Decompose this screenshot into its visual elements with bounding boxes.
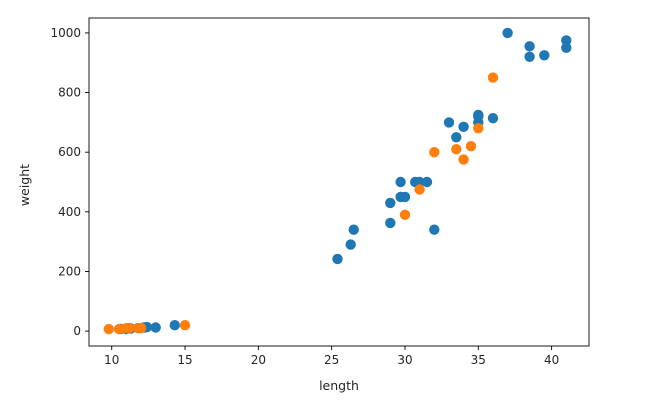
plot-frame — [88, 17, 590, 347]
data-point — [169, 320, 180, 331]
data-point — [332, 253, 343, 265]
x-tick-label: 10 — [104, 353, 119, 367]
data-point — [399, 209, 411, 220]
y-tick-label: 400 — [58, 205, 81, 219]
series-1 — [103, 72, 499, 335]
data-point — [451, 144, 462, 155]
data-point — [451, 132, 462, 143]
data-point — [399, 191, 411, 203]
data-point — [524, 51, 535, 62]
data-point — [150, 322, 161, 333]
data-point — [473, 123, 484, 134]
data-point — [414, 184, 425, 195]
data-point — [385, 197, 396, 209]
data-point — [414, 176, 425, 188]
data-point — [421, 176, 433, 188]
x-tick-label: 40 — [544, 353, 559, 367]
data-point — [473, 111, 484, 122]
data-point — [561, 35, 572, 46]
x-tick-label: 20 — [251, 353, 266, 367]
y-tick-label: 800 — [58, 86, 81, 100]
data-point — [443, 117, 455, 128]
data-point — [429, 224, 440, 235]
data-point — [465, 141, 477, 152]
data-point — [502, 27, 513, 39]
data-point — [348, 224, 359, 235]
y-axis-label: weight — [17, 164, 32, 206]
data-point — [487, 72, 499, 83]
x-tick-label: 15 — [177, 353, 192, 367]
y-tick-label: 200 — [58, 264, 81, 278]
x-tick-label: 25 — [324, 353, 339, 367]
x-axis-label: length — [319, 378, 359, 393]
data-point — [524, 41, 535, 52]
data-point — [487, 113, 499, 124]
data-point — [458, 121, 469, 132]
data-point — [539, 50, 550, 61]
data-point — [561, 42, 572, 53]
x-tick-label: 35 — [471, 353, 486, 367]
data-point — [385, 217, 396, 229]
series-0 — [115, 27, 572, 335]
data-point — [429, 147, 440, 158]
data-point — [395, 176, 406, 188]
data-point — [458, 154, 469, 165]
y-tick-label: 0 — [73, 324, 81, 338]
data-point — [345, 239, 356, 250]
y-tick-label: 1000 — [50, 26, 81, 40]
data-point — [124, 322, 135, 334]
data-point — [103, 323, 115, 335]
plot-marks — [103, 27, 572, 335]
data-point — [135, 322, 147, 334]
data-point — [179, 320, 191, 331]
x-tick-label: 30 — [397, 353, 412, 367]
y-tick-label: 600 — [58, 145, 81, 159]
